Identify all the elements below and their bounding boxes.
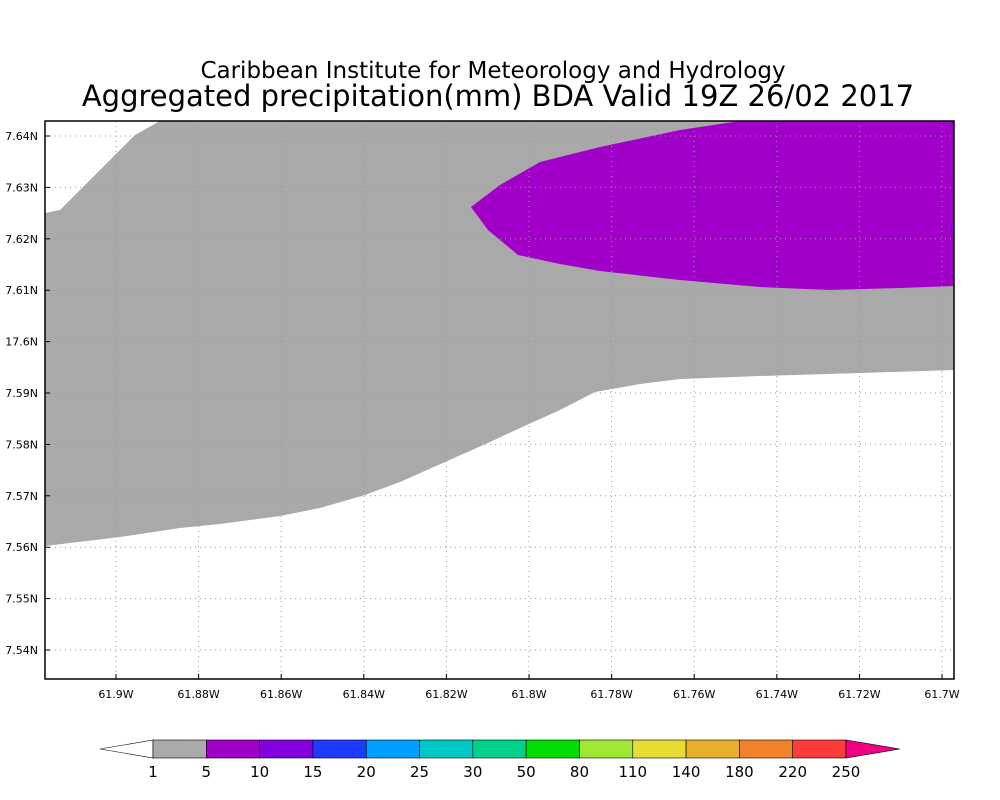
colorbar-label: 10 [250, 763, 269, 781]
y-tick-label: 7.58N [5, 438, 38, 451]
colorbar-box [632, 739, 687, 759]
colorbar-box [312, 739, 367, 759]
colorbar-box [525, 739, 580, 759]
colorbar-box [206, 739, 260, 759]
colorbar-label: 180 [725, 763, 754, 781]
institution: Caribbean Institute for Meteorology and … [200, 58, 785, 84]
colorbar-box [792, 739, 847, 759]
y-tick-label: 7.57N [5, 490, 38, 503]
colorbar-label: 25 [410, 763, 429, 781]
precip-area-5-10 [471, 121, 954, 290]
map-title: Aggregated precipitation(mm) BDA Valid 1… [82, 79, 914, 113]
plot-area [44, 120, 955, 680]
colorbar-label: 1 [148, 763, 158, 781]
colorbar-label: 30 [463, 763, 482, 781]
colorbar-label: 50 [517, 763, 536, 781]
colorbar-box [472, 739, 527, 759]
colorbar: 1 5 10 15 20 25 30 50 80 110 140 180 220 250 [99, 739, 901, 781]
x-tick-label: 61.86W [260, 688, 302, 701]
y-tick-label: 17.6N [5, 336, 38, 349]
y-tick-label: 7.54N [5, 644, 38, 657]
x-tick-label: 61.8W [511, 688, 546, 701]
colorbar-label: 80 [570, 763, 589, 781]
y-tick-label: 7.63N [5, 181, 38, 194]
colorbar-box [739, 739, 793, 759]
x-tick-label: 61.72W [838, 688, 880, 701]
x-tick-label: 61.7W [924, 688, 959, 701]
y-tick-label: 7.64N [5, 130, 38, 143]
x-tick-label: 61.82W [425, 688, 467, 701]
colorbar-box [152, 739, 207, 759]
colorbar-label: 250 [832, 763, 861, 781]
plot-frame [44, 120, 955, 680]
colorbar-box [685, 739, 740, 759]
colorbar-box [579, 739, 634, 759]
x-tick-label: 61.88W [177, 688, 219, 701]
colorbar-label: 5 [202, 763, 212, 781]
y-tick-label: 7.56N [5, 541, 38, 554]
y-tick-label: 7.61N [5, 284, 38, 297]
x-tick-label: 61.78W [590, 688, 632, 701]
y-tick-label: 7.62N [5, 233, 38, 246]
x-tick-label: 61.74W [756, 688, 798, 701]
colorbar-box [419, 739, 474, 759]
colorbar-label: 140 [672, 763, 701, 781]
colorbar-label: 110 [618, 763, 647, 781]
y-tick-label: 7.59N [5, 387, 38, 400]
y-tick-label: 7.55N [5, 593, 38, 606]
colorbar-label: 20 [357, 763, 376, 781]
x-tick-label: 61.9W [98, 688, 133, 701]
grid [45, 121, 954, 679]
x-tick-label: 61.84W [343, 688, 385, 701]
colorbar-high-triangle [845, 739, 901, 759]
colorbar-low-triangle [99, 739, 154, 759]
colorbar-label: 15 [303, 763, 322, 781]
colorbar-box [259, 739, 314, 759]
colorbar-label: 220 [778, 763, 807, 781]
x-tick-label: 61.76W [673, 688, 715, 701]
colorbar-box [365, 739, 420, 759]
